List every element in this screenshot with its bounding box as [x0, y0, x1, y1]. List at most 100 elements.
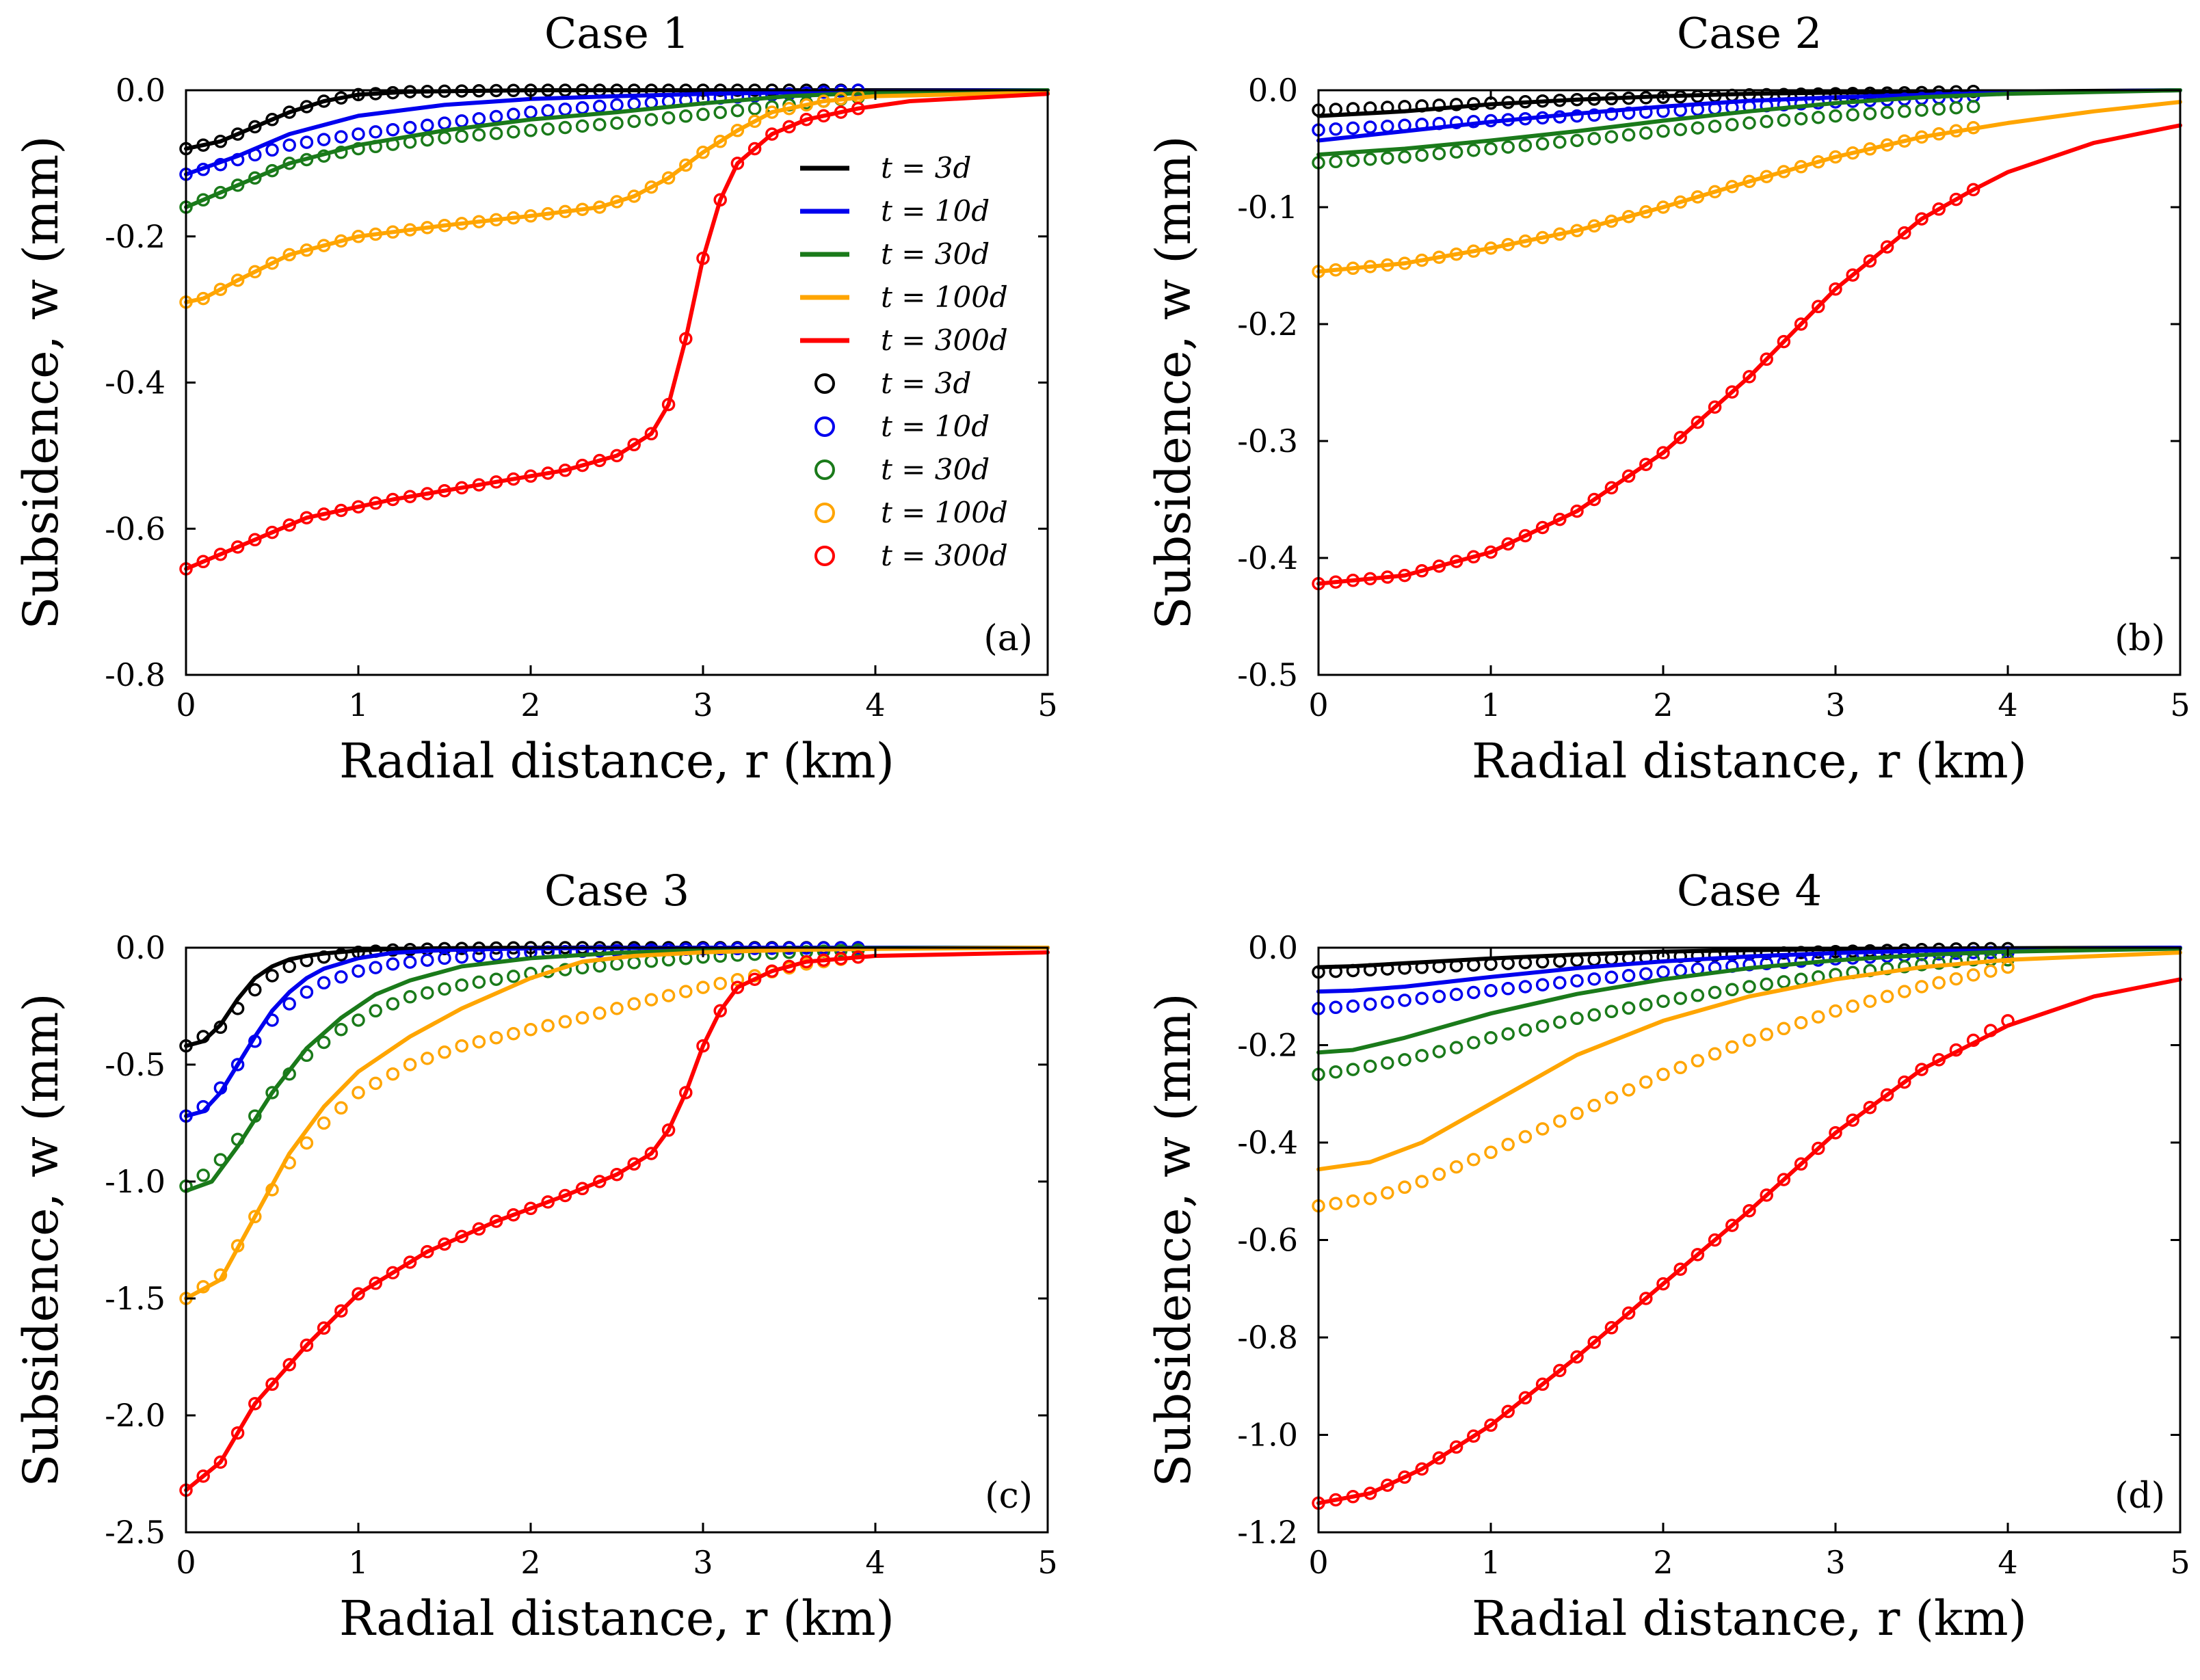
data-marker-t30 — [1742, 116, 1756, 130]
data-marker-t30 — [282, 1067, 296, 1081]
data-marker-t300 — [213, 1455, 228, 1469]
data-marker-t100 — [334, 1101, 348, 1115]
data-marker-t30 — [1467, 144, 1481, 157]
data-marker-t100 — [1484, 1145, 1498, 1160]
data-marker-t30 — [1656, 994, 1670, 1009]
data-marker-t100 — [575, 1011, 589, 1025]
data-marker-t3 — [1846, 87, 1859, 101]
data-marker-t30 — [1587, 1008, 1601, 1022]
data-marker-t30 — [575, 119, 589, 133]
data-marker-t300 — [1812, 1141, 1825, 1156]
data-marker-t300 — [541, 1195, 555, 1209]
data-marker-t30 — [1432, 146, 1446, 161]
data-marker-t30 — [265, 1086, 279, 1099]
data-marker-t300 — [1691, 415, 1705, 429]
data-marker-t30 — [1501, 1027, 1515, 1041]
data-marker-t300 — [265, 525, 279, 539]
panel-2: Case 2 0 1 2 3 4 5 0.0 -0.1 -0.2 -0.3 -0.4 -0.5 Radia… — [1145, 8, 2190, 789]
data-marker-t100 — [1570, 224, 1584, 237]
legend-marker-swatch — [814, 546, 835, 566]
data-marker-t3 — [1415, 99, 1429, 113]
data-marker-t30 — [1415, 148, 1429, 162]
data-marker-t10 — [1639, 105, 1653, 119]
data-marker-t300 — [1363, 1486, 1377, 1500]
data-marker-t30 — [1484, 1031, 1498, 1045]
data-marker-t30 — [1708, 985, 1722, 1000]
legend-label: t = 300d — [881, 323, 1008, 357]
data-marker-t100 — [1501, 1138, 1515, 1151]
data-marker-t10 — [282, 138, 296, 152]
data-marker-t100 — [1880, 989, 1894, 1004]
data-marker-t100 — [1432, 250, 1446, 264]
data-marker-t300 — [1415, 564, 1429, 578]
data-marker-t30 — [1449, 1041, 1463, 1054]
data-marker-t100 — [1760, 170, 1773, 183]
data-marker-t100 — [1449, 1160, 1463, 1174]
data-marker-t300 — [1363, 572, 1377, 586]
data-marker-t100 — [799, 98, 813, 112]
data-marker-t100 — [1639, 1075, 1653, 1089]
panel-label: (c) — [985, 1476, 1033, 1517]
data-marker-t100 — [300, 1136, 314, 1150]
data-marker-t30 — [1363, 1059, 1377, 1074]
data-marker-t10 — [1621, 969, 1636, 983]
data-marker-t300 — [1587, 1335, 1601, 1349]
data-marker-t30 — [1449, 145, 1463, 159]
x-tick-label: 4 — [1998, 686, 2017, 723]
data-marker-t3 — [282, 105, 296, 119]
data-marker-t10 — [213, 1081, 228, 1095]
data-marker-t300 — [782, 959, 796, 974]
data-marker-t3 — [196, 1030, 210, 1043]
data-marker-t30 — [713, 105, 727, 120]
data-marker-t30 — [334, 146, 348, 159]
data-marker-t10 — [1346, 999, 1360, 1013]
data-marker-t30 — [472, 975, 486, 989]
data-marker-t100 — [489, 1030, 503, 1045]
data-marker-t30 — [610, 116, 624, 130]
legend: t = 3d t = 10d t = 30d t = 100d t = 300d t = … — [800, 151, 1008, 572]
x-axis-label: Radial distance, r (km) — [1472, 733, 2027, 789]
y-tick-label: 0.0 — [116, 929, 165, 966]
data-marker-t3 — [334, 948, 348, 962]
legend-marker-swatch — [814, 373, 835, 394]
data-marker-t30 — [1966, 953, 1980, 967]
data-marker-t10 — [1363, 120, 1377, 134]
data-marker-t300 — [230, 1426, 245, 1440]
x-tick-label: 5 — [1037, 686, 1057, 723]
data-marker-t300 — [489, 475, 503, 489]
y-tick-label: 0.0 — [1248, 929, 1298, 966]
data-marker-t30 — [1725, 983, 1739, 997]
panel-title: Case 4 — [1677, 866, 1822, 916]
data-marker-t30 — [1381, 151, 1394, 165]
data-marker-t300 — [1553, 1363, 1567, 1378]
data-marker-t3 — [334, 91, 348, 105]
data-marker-t10 — [1587, 972, 1601, 986]
data-marker-t100 — [1346, 1194, 1360, 1208]
data-marker-t3 — [317, 94, 331, 108]
data-marker-t10 — [1570, 974, 1584, 988]
data-marker-t300 — [575, 458, 589, 472]
data-marker-t300 — [2001, 1014, 2015, 1028]
data-marker-t300 — [1604, 481, 1619, 495]
data-marker-t100 — [1467, 1153, 1481, 1166]
data-marker-t10 — [1398, 994, 1412, 1007]
data-marker-t300 — [713, 1004, 727, 1018]
data-marker-t100 — [1329, 263, 1342, 277]
data-marker-t30 — [1846, 108, 1859, 122]
data-marker-t100 — [1691, 1054, 1705, 1068]
data-marker-t30 — [352, 142, 365, 156]
data-marker-t300 — [1673, 431, 1687, 444]
data-marker-t100 — [507, 211, 520, 225]
data-marker-t100 — [730, 124, 745, 137]
data-marker-t100 — [2001, 960, 2015, 974]
data-marker-t300 — [421, 487, 434, 501]
data-marker-t10 — [1381, 119, 1394, 133]
data-marker-t100 — [386, 225, 400, 239]
data-marker-t100 — [438, 218, 451, 232]
data-marker-t30 — [644, 113, 659, 126]
data-marker-t30 — [455, 978, 468, 992]
y-tick-label: -1.5 — [105, 1280, 165, 1317]
data-marker-t10 — [317, 133, 331, 146]
data-marker-t30 — [1398, 1053, 1412, 1067]
x-tick-label: 1 — [1481, 1544, 1500, 1581]
